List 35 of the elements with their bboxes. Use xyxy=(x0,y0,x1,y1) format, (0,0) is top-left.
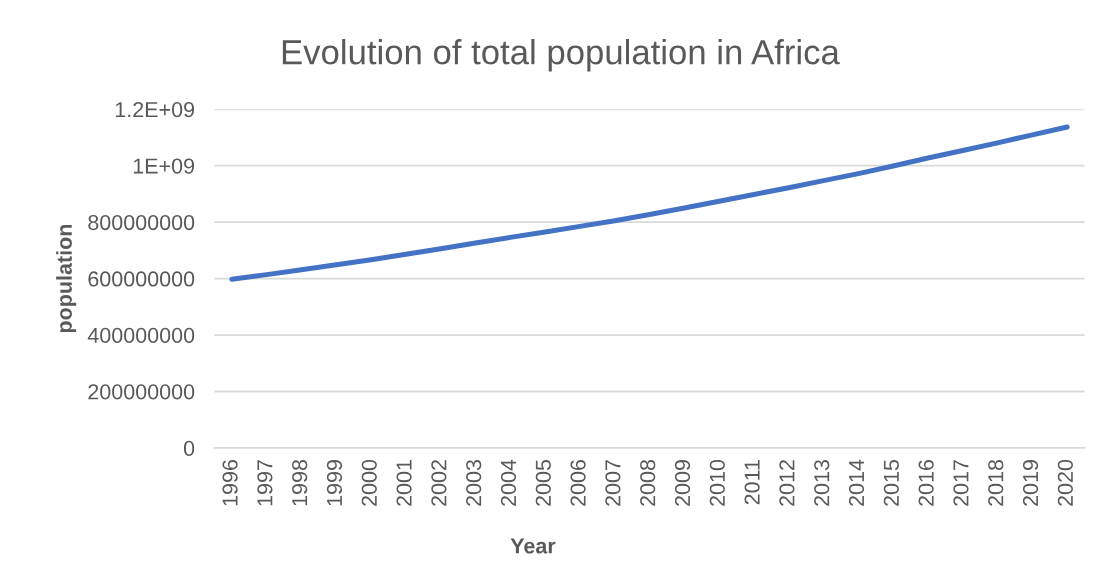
x-tick-label: 1998 xyxy=(292,459,308,506)
x-tick-label: 2005 xyxy=(535,459,551,506)
x-tick-label: 2014 xyxy=(848,459,865,506)
x-tick-label: 2007 xyxy=(605,460,621,506)
y-tick-label: 1E+09 xyxy=(133,158,195,174)
x-tick-label: 2004 xyxy=(500,459,517,506)
x-tick-label: 2003 xyxy=(466,460,482,506)
y-tick-label: 1.2E+09 xyxy=(115,102,195,118)
x-tick-label: 2016 xyxy=(918,460,934,506)
x-tick-label: 2006 xyxy=(570,460,586,506)
x-tick-label: 2017 xyxy=(953,460,969,506)
x-tick-label: 1999 xyxy=(326,460,343,506)
y-tick-label: 400000000 xyxy=(87,327,195,344)
y-tick-label: 600000000 xyxy=(88,271,195,287)
x-tick-label: 2020 xyxy=(1057,459,1073,506)
x-tick-label: 2001 xyxy=(396,460,412,506)
y-tick-label: 200000000 xyxy=(88,384,195,400)
x-tick-label: 2009 xyxy=(674,460,691,506)
x-tick-label: 1996 xyxy=(222,460,238,506)
x-tick-label: 1997 xyxy=(257,460,273,506)
x-tick-label: 2018 xyxy=(988,459,1004,506)
x-tick-label: 2013 xyxy=(814,460,830,506)
x-tick-label: 2000 xyxy=(361,459,377,506)
y-axis-title: population xyxy=(56,224,77,333)
x-tick-label: 2012 xyxy=(779,460,795,506)
x-tick-label: 2002 xyxy=(431,460,447,506)
chart-title: Evolution of total population in Africa xyxy=(282,39,840,72)
x-tick-label: 2015 xyxy=(883,459,899,506)
x-tick-label: 2010 xyxy=(709,459,725,506)
x-tick-label: 2008 xyxy=(640,459,656,506)
x-tick-label: 2019 xyxy=(1022,460,1039,506)
x-axis-title: Year xyxy=(510,538,556,554)
y-tick-label: 800000000 xyxy=(88,214,195,231)
y-tick-label: 0 xyxy=(183,440,195,456)
x-tick-label: 2011 xyxy=(744,460,760,505)
